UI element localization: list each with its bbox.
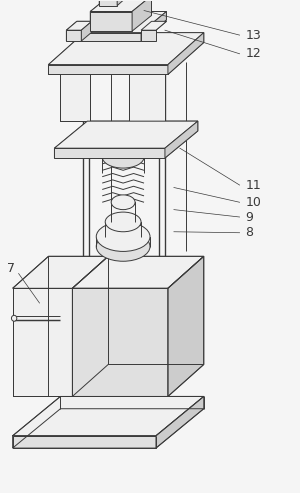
- Polygon shape: [165, 121, 198, 158]
- Ellipse shape: [96, 222, 150, 251]
- Ellipse shape: [105, 212, 141, 232]
- Polygon shape: [13, 396, 204, 436]
- Polygon shape: [99, 0, 117, 5]
- Text: 10: 10: [246, 196, 261, 209]
- Polygon shape: [156, 396, 204, 448]
- Polygon shape: [90, 11, 132, 31]
- Ellipse shape: [11, 316, 17, 321]
- Text: 7: 7: [7, 262, 15, 275]
- Text: 12: 12: [246, 47, 261, 60]
- Ellipse shape: [96, 232, 150, 261]
- Polygon shape: [66, 21, 92, 30]
- Polygon shape: [60, 65, 90, 121]
- Text: 11: 11: [246, 178, 261, 192]
- Polygon shape: [49, 65, 168, 74]
- Polygon shape: [13, 256, 108, 288]
- Polygon shape: [49, 33, 204, 65]
- Polygon shape: [168, 256, 204, 396]
- Polygon shape: [72, 256, 204, 288]
- Polygon shape: [141, 30, 156, 41]
- Text: 8: 8: [246, 226, 254, 239]
- Polygon shape: [132, 0, 152, 31]
- Polygon shape: [13, 436, 156, 448]
- Polygon shape: [66, 30, 81, 41]
- Ellipse shape: [111, 195, 135, 210]
- Text: 9: 9: [246, 211, 254, 223]
- Polygon shape: [13, 288, 72, 396]
- Polygon shape: [54, 121, 198, 148]
- Polygon shape: [129, 65, 165, 121]
- Text: 13: 13: [246, 29, 261, 41]
- Polygon shape: [141, 21, 167, 30]
- Polygon shape: [72, 288, 168, 396]
- Ellipse shape: [102, 146, 144, 168]
- Polygon shape: [81, 11, 166, 33]
- Polygon shape: [90, 0, 152, 11]
- Polygon shape: [81, 21, 92, 41]
- Polygon shape: [168, 33, 204, 74]
- Polygon shape: [141, 11, 167, 41]
- Polygon shape: [117, 0, 126, 5]
- Polygon shape: [54, 148, 165, 158]
- Polygon shape: [81, 33, 141, 41]
